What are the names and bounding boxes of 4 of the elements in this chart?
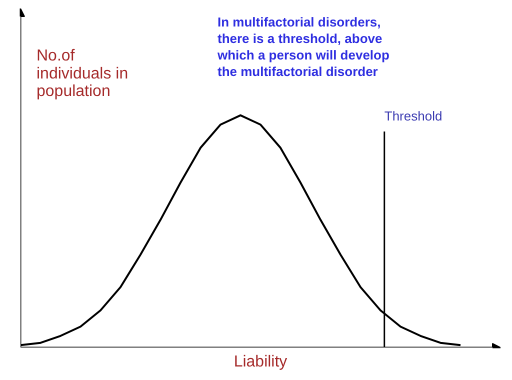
- chart-title: In multifactorial disorders, there is a threshold, above which a person will develop the multifactorial disorder: [216, 14, 390, 79]
- x-axis-title: Liability: [234, 354, 288, 370]
- annotation: Threshold: [384, 108, 442, 124]
- y-axis-title: No.of individuals in population: [36, 48, 128, 100]
